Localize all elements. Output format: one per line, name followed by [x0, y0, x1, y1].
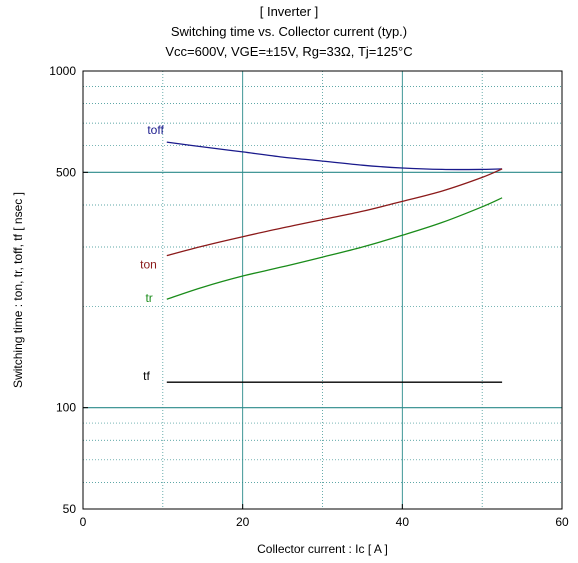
series-label-ton: ton	[140, 258, 157, 272]
ticks-layer: 0 20 40 60 50 100 500 1000	[49, 64, 569, 529]
series-label-tf: tf	[143, 369, 150, 383]
chart-title-line-3: Vcc=600V, VGE=±15V, Rg=33Ω, Tj=125°C	[165, 44, 413, 59]
y-tick-label: 100	[56, 401, 76, 415]
labels-layer: toff ton tr tf	[140, 123, 164, 383]
x-tick-label: 0	[80, 515, 87, 529]
y-tick-label: 50	[63, 502, 77, 516]
chart-title-line-2: Switching time vs. Collector current (ty…	[170, 24, 408, 39]
x-tick-label: 60	[555, 515, 569, 529]
series-line-tr	[166, 197, 503, 300]
y-tick-label: 500	[56, 165, 76, 179]
series-label-toff: toff	[147, 123, 164, 137]
y-axis-label: Switching time : ton, tr, toff, tf [ nse…	[11, 192, 25, 388]
x-tick-label: 40	[396, 515, 410, 529]
x-axis-label: Collector current : Ic [ A ]	[257, 542, 388, 556]
grid-layer	[83, 71, 562, 509]
series-layer	[166, 141, 503, 383]
y-tick-label: 1000	[49, 64, 76, 78]
series-line-ton	[166, 168, 503, 257]
series-line-toff	[166, 141, 503, 171]
series-label-tr: tr	[145, 291, 152, 305]
plot-frame	[82, 70, 563, 510]
x-tick-label: 20	[236, 515, 250, 529]
chart-title-line-1: [ Inverter ]	[259, 4, 319, 19]
